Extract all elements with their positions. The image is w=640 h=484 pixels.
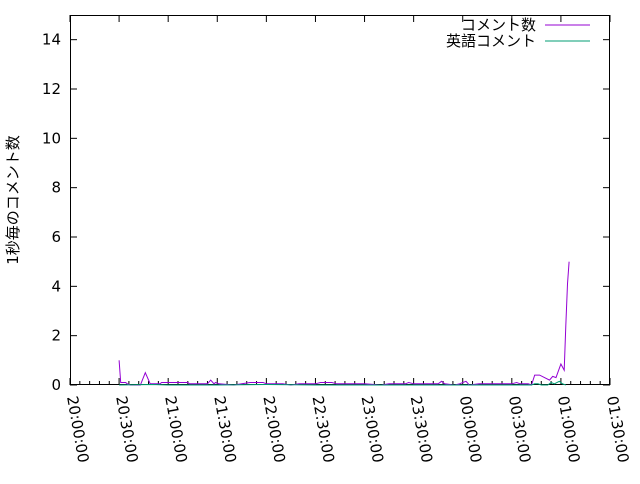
y-tick-label: 14 bbox=[42, 31, 61, 49]
legend-label: コメント数 bbox=[461, 16, 536, 34]
x-tick-label: 23:00:00 bbox=[358, 395, 387, 464]
y-tick-label: 2 bbox=[51, 327, 61, 345]
y-tick-label: 4 bbox=[51, 277, 61, 295]
y-axis-label: 1秒毎のコメント数 bbox=[4, 135, 22, 265]
legend-label: 英語コメント bbox=[446, 32, 536, 50]
x-tick-label: 00:30:00 bbox=[505, 395, 534, 464]
x-tick-label: 01:00:00 bbox=[554, 395, 583, 464]
plot-border bbox=[70, 15, 610, 385]
x-tick-label: 22:30:00 bbox=[309, 395, 338, 464]
series-line-0 bbox=[118, 261, 570, 386]
x-tick-label: 21:00:00 bbox=[161, 395, 190, 464]
x-tick-label: 21:30:00 bbox=[210, 395, 239, 464]
x-tick-label: 23:30:00 bbox=[407, 395, 436, 464]
y-tick-label: 6 bbox=[51, 228, 61, 246]
x-tick-label: 00:00:00 bbox=[456, 395, 485, 464]
y-tick-label: 0 bbox=[51, 376, 61, 394]
x-tick-label: 20:30:00 bbox=[112, 395, 141, 464]
x-tick-label: 20:00:00 bbox=[63, 395, 92, 464]
y-tick-label: 10 bbox=[42, 129, 61, 147]
y-tick-label: 8 bbox=[51, 179, 61, 197]
series-line-1 bbox=[119, 380, 566, 386]
y-tick-label: 12 bbox=[42, 80, 61, 98]
x-tick-label: 01:30:00 bbox=[603, 395, 632, 464]
x-tick-label: 22:00:00 bbox=[259, 395, 288, 464]
